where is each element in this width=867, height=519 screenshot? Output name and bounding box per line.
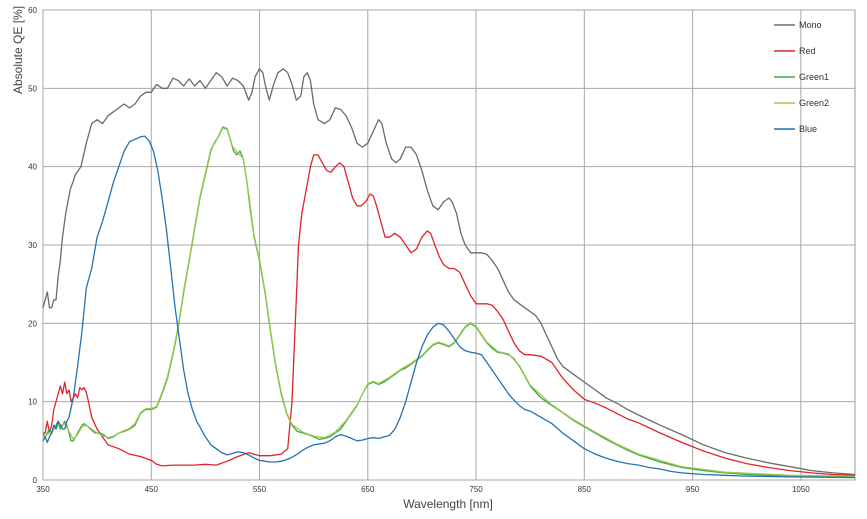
legend-label-green2: Green2 — [799, 98, 829, 108]
legend-label-red: Red — [799, 46, 816, 56]
series-line-mono — [42, 68, 856, 476]
series-layer — [42, 68, 856, 479]
series-line-green2 — [42, 126, 856, 477]
legend-label-green1: Green1 — [799, 72, 829, 82]
x-tick-label: 450 — [145, 485, 159, 494]
grid-layer — [42, 9, 856, 481]
y-axis-title: Absolute QE [%] — [11, 6, 25, 94]
x-tick-label: 750 — [469, 485, 483, 494]
series-line-red — [43, 154, 856, 476]
y-tick-label: 0 — [33, 476, 38, 485]
x-axis-title: Wavelength [nm] — [403, 497, 493, 511]
x-tick-label: 650 — [361, 485, 375, 494]
series-line-blue — [42, 135, 856, 479]
y-tick-label: 50 — [28, 84, 37, 93]
x-tick-label: 350 — [36, 485, 50, 494]
y-tick-label: 10 — [28, 398, 37, 407]
y-tick-label: 30 — [28, 241, 37, 250]
y-tick-label: 40 — [28, 163, 37, 172]
x-tick-label: 850 — [578, 485, 592, 494]
y-tick-label: 60 — [28, 6, 37, 15]
legend-label-blue: Blue — [799, 124, 817, 134]
legend-label-mono: Mono — [799, 20, 822, 30]
y-tick-label: 20 — [28, 319, 37, 328]
x-tick-label: 1050 — [792, 485, 810, 494]
axis-layer: 350 450 550 650 750 850 950 1050 0 10 20 30 40 50 60 — [28, 6, 810, 494]
x-tick-label: 550 — [253, 485, 267, 494]
legend: Mono Red Green1 Green2 Blue — [774, 20, 829, 134]
x-tick-label: 950 — [686, 485, 700, 494]
